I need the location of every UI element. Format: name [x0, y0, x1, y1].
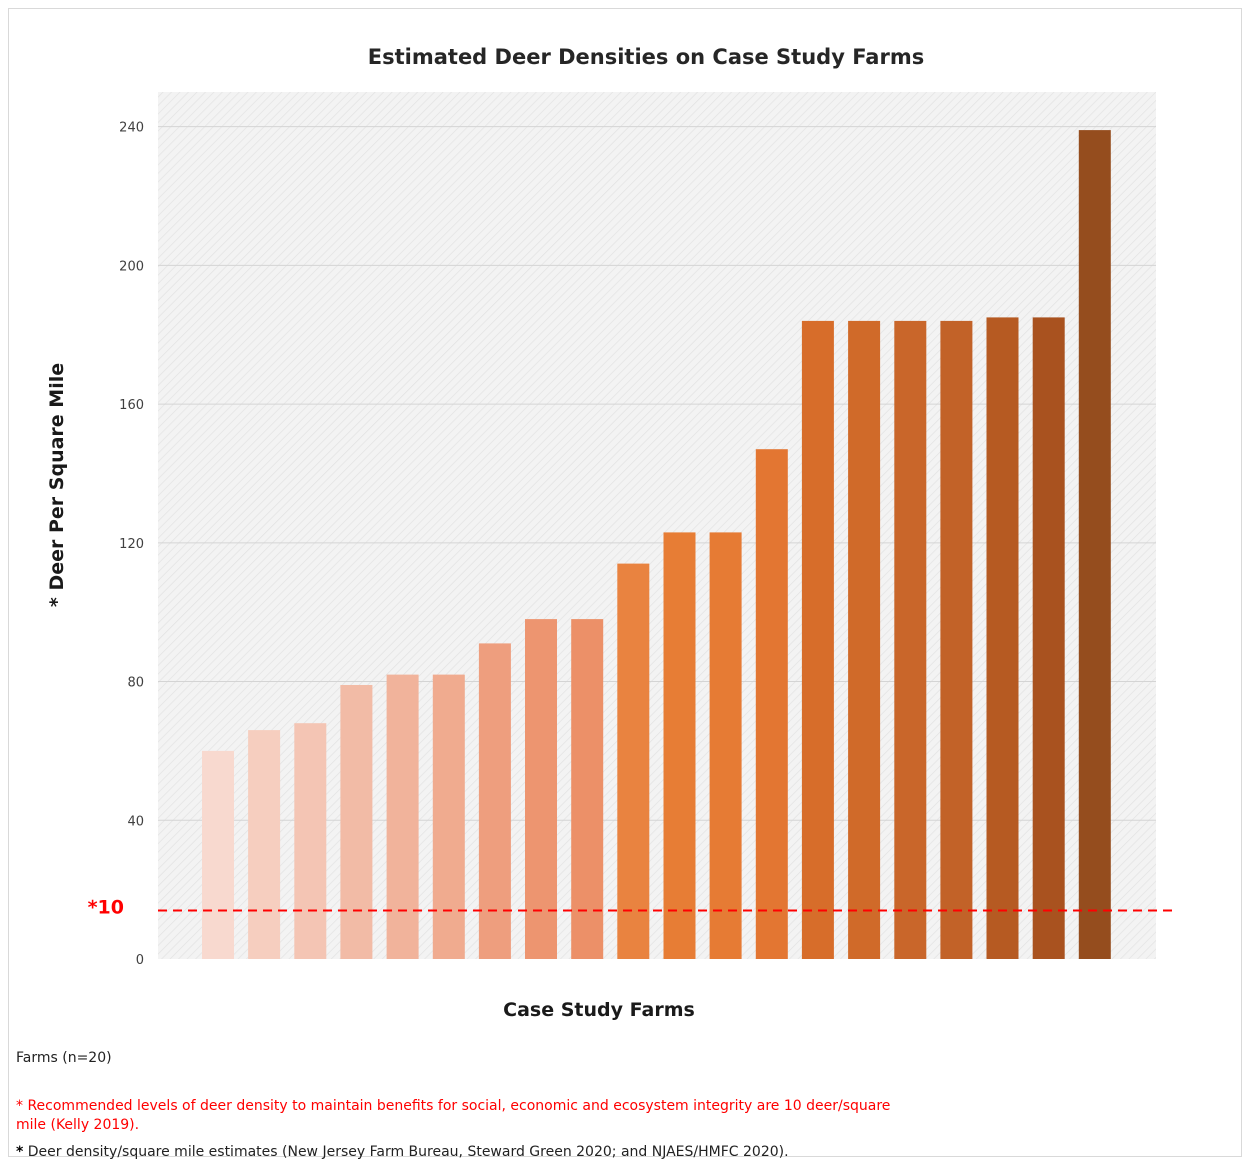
bar [1078, 130, 1111, 960]
y-tick-label: 200 [119, 259, 144, 274]
y-tick-label: 120 [119, 537, 144, 552]
bar [848, 320, 881, 959]
bar [617, 563, 650, 959]
bar [386, 674, 419, 959]
sample-size-note: Farms (n=20) [16, 1050, 112, 1066]
y-tick-label: 80 [127, 676, 144, 691]
reference-line-label: *10 [88, 896, 124, 918]
y-tick-label: 40 [127, 814, 144, 829]
bar [432, 674, 465, 959]
bar [801, 320, 834, 959]
source-text: Deer density/square mile estimates (New … [23, 1144, 789, 1160]
y-tick-labels: 0 40 80 120 160 200 240 [119, 121, 144, 968]
bar [1032, 317, 1065, 959]
bar [755, 449, 788, 959]
bar [709, 532, 742, 959]
bar [986, 317, 1019, 959]
source-note: * Deer density/square mile estimates (Ne… [16, 1143, 789, 1162]
chart-title: Estimated Deer Densities on Case Study F… [368, 45, 924, 69]
bar [340, 685, 373, 959]
recommended-density-note: * Recommended levels of deer density to … [16, 1098, 891, 1133]
x-axis-title: Case Study Farms [503, 999, 695, 1021]
chart: *10 0 40 80 120 160 200 240 Estimated Deer Den… [46, 45, 1178, 1021]
reference-line-group: *10 [88, 896, 1178, 918]
y-tick-label: 160 [119, 398, 144, 413]
bars [202, 130, 1111, 960]
bar [248, 730, 281, 959]
bar [571, 619, 604, 959]
bar [294, 723, 327, 959]
bar [202, 750, 234, 959]
bar [478, 643, 511, 959]
bar [894, 320, 927, 959]
bar [525, 619, 557, 959]
source-star: * [16, 1144, 24, 1160]
y-tick-label: 0 [136, 953, 144, 968]
y-axis-title: * Deer Per Square Mile [46, 363, 68, 607]
bar [940, 320, 973, 959]
y-tick-label: 240 [119, 121, 144, 136]
bar [663, 532, 696, 959]
